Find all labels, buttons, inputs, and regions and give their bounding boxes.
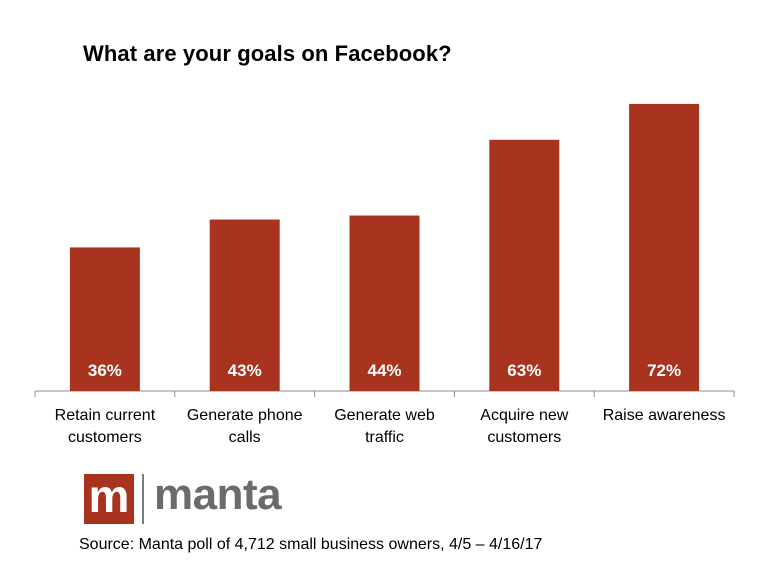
logo-divider — [142, 474, 144, 524]
bar-value-label: 44% — [367, 361, 401, 380]
bar — [629, 103, 700, 392]
x-tick-label-line: Generate phone — [186, 407, 303, 424]
bar — [349, 215, 420, 391]
x-tick-label: Raise awareness — [589, 405, 739, 427]
x-tick-label: Retain current customers — [30, 405, 180, 449]
bar — [209, 219, 280, 391]
bar-value-label: 63% — [507, 361, 541, 380]
x-tick-label-line: Generate web — [334, 407, 435, 424]
bar — [69, 247, 140, 391]
x-tick-label-line: Acquire new — [480, 407, 569, 424]
bar — [489, 139, 560, 391]
x-tick-label: Acquire new customers — [449, 405, 599, 449]
chart-title: What are your goals on Facebook? — [83, 41, 452, 66]
x-tick-label-line: Retain current — [54, 407, 156, 424]
bar-value-label: 72% — [647, 361, 681, 380]
manta-logo-mark: m — [84, 470, 134, 524]
x-tick-label-line: customers — [67, 429, 142, 446]
source-note: Source: Manta poll of 4,712 small busine… — [79, 536, 543, 553]
x-tick-label-line: Raise awareness — [602, 407, 726, 424]
manta-logo-word: manta — [154, 470, 282, 519]
x-tick-label-line: traffic — [365, 429, 404, 446]
x-tick-label: Generate web traffic — [310, 405, 460, 449]
x-tick-label-line: calls — [228, 429, 261, 446]
x-tick-label-line: customers — [487, 429, 562, 446]
bar-value-label: 36% — [88, 361, 122, 380]
bar-value-label: 43% — [228, 361, 262, 380]
x-tick-label: Generate phone calls — [170, 405, 320, 449]
logo-m-glyph: m — [88, 470, 130, 522]
